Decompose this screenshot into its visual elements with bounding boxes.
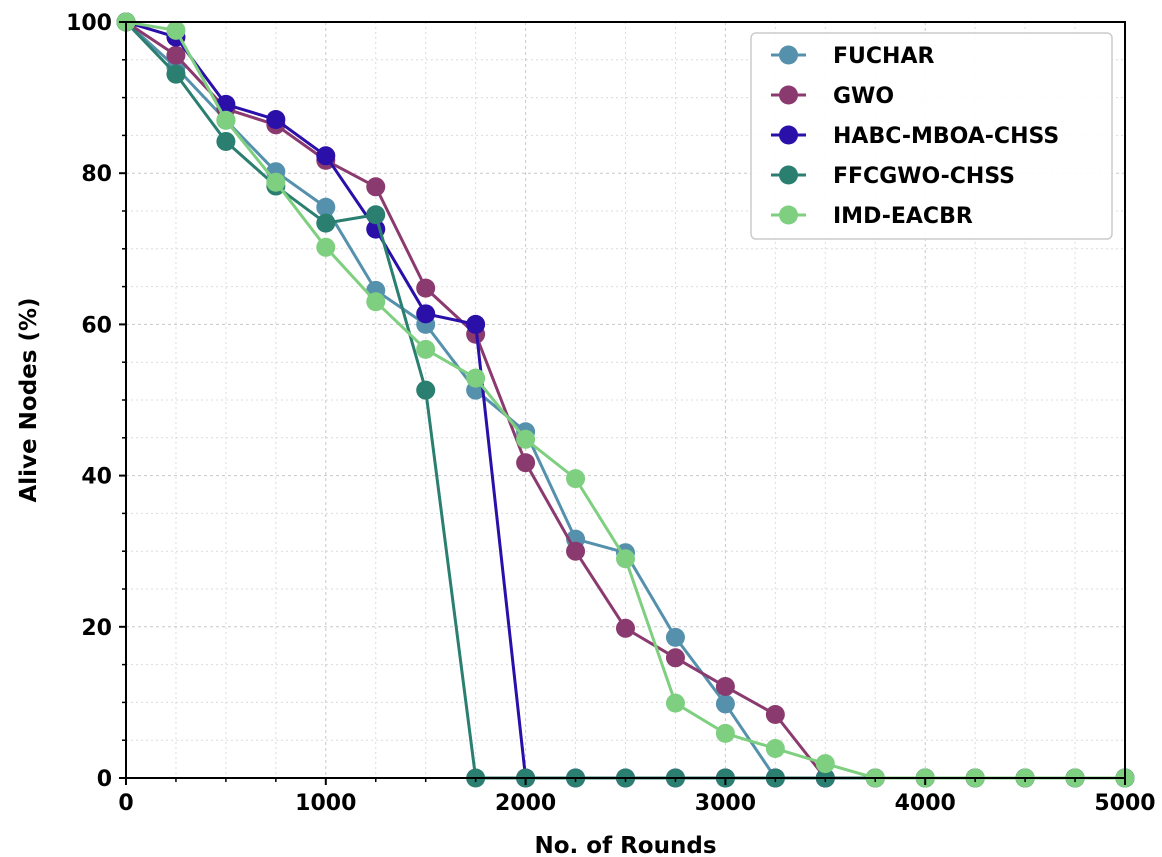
data-point — [516, 453, 536, 473]
data-point — [166, 64, 186, 84]
data-point — [516, 429, 536, 449]
data-point — [216, 131, 236, 151]
data-point — [316, 197, 336, 217]
legend-item: FFCGWO-CHSS — [771, 164, 1015, 189]
data-point — [416, 380, 436, 400]
data-point — [266, 172, 286, 192]
data-point — [416, 339, 436, 359]
legend-item: FUCHAR — [771, 44, 934, 69]
data-point — [316, 146, 336, 166]
data-point — [266, 110, 286, 130]
legend-marker — [779, 125, 798, 145]
legend-item: GWO — [771, 84, 894, 109]
data-point — [665, 648, 685, 668]
data-point — [665, 627, 685, 647]
legend-box — [750, 32, 1113, 240]
data-point — [715, 694, 735, 714]
legend-item: IMD-EACBR — [771, 204, 973, 229]
data-point — [366, 205, 386, 225]
data-point — [316, 213, 336, 233]
data-point — [166, 45, 186, 65]
y-tick-label: 0 — [97, 767, 112, 792]
y-tick-label: 100 — [66, 11, 112, 36]
y-tick-label: 60 — [81, 313, 112, 338]
data-point — [815, 754, 835, 774]
data-point — [566, 541, 586, 561]
y-tick-label: 80 — [81, 162, 112, 187]
legend-item: HABC-MBOA-CHSS — [771, 124, 1059, 149]
data-point — [466, 314, 486, 334]
data-point — [466, 368, 486, 388]
data-point — [416, 304, 436, 324]
y-tick-label: 40 — [81, 465, 112, 490]
data-point — [366, 177, 386, 197]
data-point — [216, 110, 236, 130]
data-point — [765, 704, 785, 724]
legend-marker — [779, 205, 798, 225]
legend-marker — [779, 85, 798, 105]
legend-marker — [779, 165, 798, 185]
axis-ticks: 0 1000 2000 3000 4000 5000 0 20 40 60 80 100 — [66, 11, 1156, 816]
data-point — [366, 292, 386, 312]
x-tick-label: 0 — [118, 791, 133, 816]
x-axis-label: No. of Rounds — [534, 833, 716, 857]
legend: FUCHAR GWO HABC-MBOA-CHSS FFCGWO-CHSS IMD-EA… — [750, 32, 1113, 240]
data-point — [715, 723, 735, 743]
data-point — [715, 677, 735, 697]
legend-label: IMD-EACBR — [833, 204, 973, 229]
x-tick-label: 4000 — [895, 791, 956, 816]
data-point — [616, 618, 635, 638]
data-point — [166, 20, 186, 40]
data-point — [566, 469, 586, 489]
legend-label: HABC-MBOA-CHSS — [833, 124, 1059, 149]
y-axis-label: Alive Nodes (%) — [16, 297, 42, 502]
x-tick-label: 2000 — [495, 791, 556, 816]
data-point — [665, 693, 685, 713]
data-point — [416, 278, 436, 298]
x-tick-label: 3000 — [695, 791, 756, 816]
x-tick-label: 1000 — [295, 791, 356, 816]
x-tick-label: 5000 — [1094, 791, 1155, 816]
data-point — [616, 549, 635, 569]
legend-label: FFCGWO-CHSS — [833, 164, 1015, 189]
y-tick-label: 20 — [81, 616, 112, 641]
legend-label: FUCHAR — [833, 44, 934, 69]
data-point — [316, 237, 336, 257]
legend-label: GWO — [833, 84, 894, 109]
data-point — [765, 739, 785, 759]
legend-marker — [779, 45, 798, 65]
